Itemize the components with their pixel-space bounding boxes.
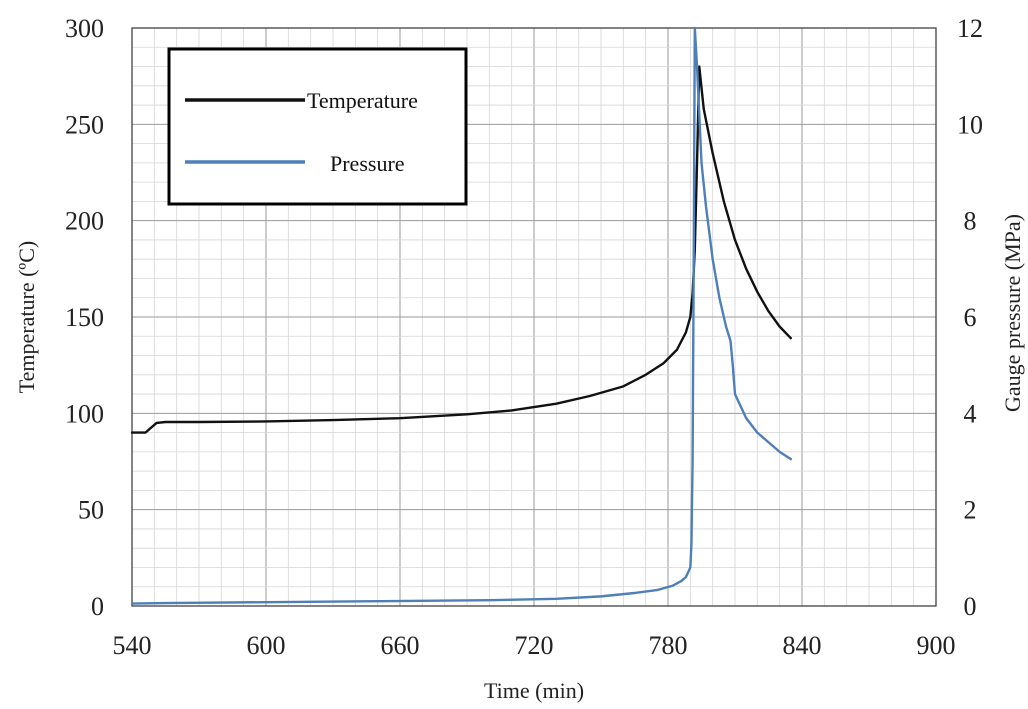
y2-tick-label: 8: [964, 207, 977, 236]
y2-tick-label: 2: [964, 496, 977, 525]
y2-tick-label: 10: [957, 110, 983, 139]
x-tick-label: 720: [515, 631, 554, 660]
y-tick-label: 100: [65, 399, 104, 428]
x-tick-label: 840: [783, 631, 822, 660]
x-tick-label: 780: [649, 631, 688, 660]
x-tick-label: 540: [113, 631, 152, 660]
y-axis-title: Temperature (ºC): [14, 241, 39, 394]
x-axis-title: Time (min): [484, 678, 584, 703]
y-tick-label: 300: [65, 14, 104, 43]
y-tick-label: 250: [65, 110, 104, 139]
series-line-pressure: [130, 26, 793, 605]
series-line-temperature: [130, 65, 793, 434]
y-tick-label: 50: [78, 496, 104, 525]
legend-label-temperature: Temperature: [307, 88, 418, 113]
series-layer: [130, 26, 793, 605]
y2-tick-label: 0: [964, 592, 977, 621]
y-tick-label: 0: [91, 592, 104, 621]
y-tick-label: 200: [65, 207, 104, 236]
y2-axis-title: Gauge pressure (MPa): [1000, 214, 1025, 412]
tick-labels: 540 600 660 720 780 840 900 0 50 100 150 200 250 300 0…: [65, 14, 983, 660]
y2-tick-label: 6: [964, 303, 977, 332]
x-tick-label: 900: [917, 631, 956, 660]
y2-tick-label: 12: [957, 14, 983, 43]
plot-area: [131, 27, 937, 607]
x-tick-label: 600: [247, 631, 286, 660]
legend-box: [167, 47, 468, 206]
legend: Temperature Pressure: [167, 47, 468, 206]
legend-label-pressure: Pressure: [330, 151, 405, 176]
x-tick-label: 660: [381, 631, 420, 660]
y2-tick-label: 4: [964, 399, 977, 428]
y-tick-label: 150: [65, 303, 104, 332]
